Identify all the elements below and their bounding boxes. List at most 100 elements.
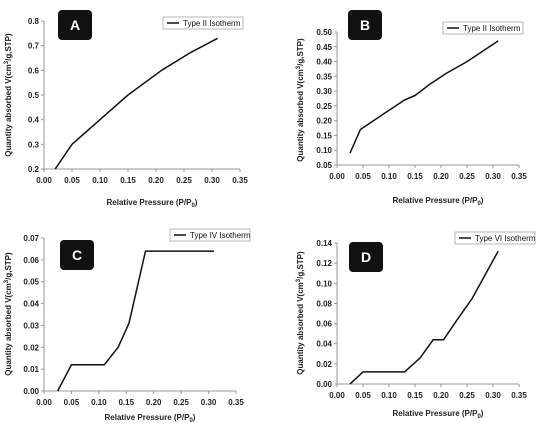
x-tick-label: 0.05 [355,391,371,400]
x-axis-title-main: Relative Pressure (P/P [393,409,479,418]
chart-panel-c: 0.00 0.01 0.02 0.03 0.04 0.05 0.06 0.07 0.00 0.05… [4,228,251,424]
x-tick-label: 0.30 [485,391,501,400]
y-tick-label: 0.14 [316,239,332,248]
x-tick-label: 0.35 [228,398,244,407]
x-axis-title-main: Relative Pressure (P/P [105,413,191,422]
x-tick-label: 0.20 [148,176,164,185]
x-tick-label: 0.15 [120,176,136,185]
x-tick-label: 0.20 [433,172,449,181]
panel-label: A [70,17,80,33]
x-tick-label: 0.10 [381,172,397,181]
legend-box [162,16,244,30]
x-tick-label: 0.35 [511,172,527,181]
x-tick-label: 0.00 [329,172,345,181]
y-axis-title-end: /g,STP) [296,251,305,279]
panel-badge: A [58,10,92,40]
panel-badge-box [60,240,94,270]
x-tick-label: 0.30 [485,172,501,181]
y-tick-label: 0.20 [316,117,332,126]
y-axis-title: Quantity absorbed V(cm3/g,STP) [4,252,13,376]
y-tick-label: 0.00 [23,387,39,396]
panel-label: B [360,17,370,33]
x-tick-label: 0.25 [176,176,192,185]
y-tick-label: 0.50 [316,28,332,37]
y-tick-label: 0.06 [23,256,39,265]
x-tick-label: 0.25 [459,172,475,181]
x-tick-label: 0.15 [407,172,423,181]
y-axis-title-end: /g,STP) [4,252,13,280]
legend-label: Type II Isotherm [463,24,521,33]
y-tick-label: 0.07 [23,234,39,243]
panel-badge-box [58,10,92,40]
y-tick-label: 0.05 [23,278,39,287]
chart-panel-b: 0.05 0.10 0.15 0.20 0.25 0.30 0.35 0.40 0.45 0.50… [296,10,527,207]
x-tick-label: 0.30 [201,398,217,407]
legend-label: Type VI Isotherm [475,234,536,243]
panel-badge-box [349,242,383,272]
legend-box [169,228,251,242]
x-axis-title-end: ) [481,196,484,205]
y-axis-title-superscript: 3 [4,60,10,64]
y-axis-title-main: Quantity absorbed V(cm [296,282,305,374]
y-axis-title-end: /g,STP) [4,33,13,61]
panel-label: C [72,247,82,263]
x-axis-title-end: ) [195,198,198,207]
y-axis-title-end: /g,STP) [296,38,305,66]
x-tick-label: 0.25 [459,391,475,400]
legend-box [442,21,524,35]
y-axis-title-superscript: 3 [296,278,302,282]
y-tick-label: 0.35 [316,72,332,81]
x-axis-title: Relative Pressure (P/P0) [107,198,198,209]
x-axis-title-end: ) [193,413,196,422]
y-tick-label: 0.6 [28,66,40,75]
series-line-c [57,250,215,392]
y-tick-label: 0.00 [316,380,332,389]
y-tick-label: 0.02 [23,343,39,352]
x-tick-label: 0.10 [92,176,108,185]
series-line-b [349,40,499,154]
y-tick-label: 0.15 [316,131,332,140]
series-line-a [54,37,218,170]
panel-badge: D [349,242,383,272]
x-tick-label: 0.25 [173,398,189,407]
y-axis-title-main: Quantity absorbed V(cm [4,283,13,375]
y-tick-label: 0.10 [316,279,332,288]
y-tick-label: 0.3 [28,140,40,149]
x-tick-label: 0.20 [433,391,449,400]
y-tick-label: 0.05 [316,161,332,170]
y-tick-label: 0.25 [316,102,332,111]
x-tick-label: 0.35 [232,176,248,185]
x-axis-title-end: ) [481,409,484,418]
legend-box [454,231,536,245]
legend: Type II Isotherm [442,21,524,35]
y-tick-label: 0.04 [316,340,332,349]
panel-badge: B [348,10,382,40]
x-axis-title-subscript: 0 [477,201,481,207]
panel-label: D [361,249,371,265]
legend: Type VI Isotherm [454,231,536,245]
x-axis-title-subscript: 0 [189,418,193,424]
legend: Type IV Isotherm [169,228,251,242]
chart-panel-d: 0.00 0.02 0.04 0.06 0.08 0.10 0.12 0.14 0.00 0.05… [296,231,536,420]
chart-panel-a: 0.2 0.3 0.4 0.5 0.6 0.7 0.8 0.00 0.05 0.10 0.15 0.2… [4,10,248,209]
y-axis-title-main: Quantity absorbed V(cm [4,64,13,156]
y-axis-title: Quantity absorbed V(cm3/g,STP) [4,33,13,157]
x-tick-label: 0.35 [511,391,527,400]
x-axis-title-subscript: 0 [191,203,195,209]
legend-label: Type IV Isotherm [190,231,251,240]
y-tick-label: 0.02 [316,360,332,369]
y-tick-label: 0.7 [28,42,40,51]
legend: Type II Isotherm [162,16,244,30]
x-tick-label: 0.10 [381,391,397,400]
y-tick-label: 0.2 [28,165,40,174]
y-tick-label: 0.45 [316,43,332,52]
x-tick-label: 0.10 [91,398,107,407]
x-tick-label: 0.15 [407,391,423,400]
x-tick-label: 0.15 [118,398,134,407]
x-axis-title: Relative Pressure (P/P0) [393,196,484,207]
x-axis-title: Relative Pressure (P/P0) [393,409,484,420]
y-tick-label: 0.12 [316,259,332,268]
y-tick-label: 0.4 [28,116,40,125]
y-axis-title-superscript: 3 [296,65,302,69]
